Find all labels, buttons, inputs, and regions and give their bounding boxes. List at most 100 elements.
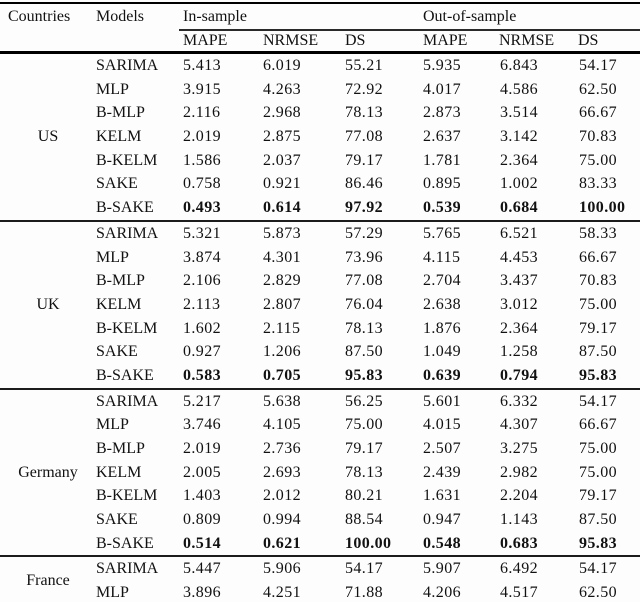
value-cell: 2.037 bbox=[263, 151, 301, 169]
value-cell: 1.403 bbox=[183, 487, 221, 505]
table-row: B-SAKE 0.514 0.621 100.00 0.548 0.683 95.83 bbox=[0, 532, 640, 556]
value-cell: 0.683 bbox=[500, 534, 538, 552]
value-cell: 57.29 bbox=[345, 224, 383, 242]
header-out-of-sample: Out-of-sample bbox=[423, 8, 517, 25]
value-cell: 3.915 bbox=[183, 80, 221, 98]
value-cell: 2.704 bbox=[423, 272, 461, 290]
model-cell: SAKE bbox=[96, 511, 138, 529]
value-cell: 66.67 bbox=[579, 248, 617, 266]
value-cell: 97.92 bbox=[345, 199, 383, 217]
model-cell: MLP bbox=[96, 416, 129, 434]
value-cell: 62.50 bbox=[579, 584, 617, 602]
value-cell: 70.83 bbox=[579, 272, 617, 290]
header-bottom-rule bbox=[0, 51, 640, 54]
value-cell: 1.002 bbox=[500, 175, 538, 193]
value-cell: 4.115 bbox=[423, 248, 461, 266]
model-cell: KELM bbox=[96, 295, 142, 313]
model-cell: B-MLP bbox=[96, 272, 145, 290]
table-body: US SARIMA 5.413 6.019 55.21 5.935 6.843 54.17 ML… bbox=[0, 54, 640, 602]
value-cell: 71.88 bbox=[345, 584, 383, 602]
value-cell: 0.895 bbox=[423, 175, 461, 193]
model-cell: B-KELM bbox=[96, 151, 158, 169]
value-cell: 6.332 bbox=[500, 392, 538, 410]
value-cell: 4.251 bbox=[263, 584, 301, 602]
value-cell: 4.263 bbox=[263, 80, 301, 98]
table-row: SARIMA 5.413 6.019 55.21 5.935 6.843 54.17 bbox=[0, 54, 640, 78]
value-cell: 2.829 bbox=[263, 272, 301, 290]
model-cell: B-KELM bbox=[96, 319, 158, 337]
model-cell: KELM bbox=[96, 463, 142, 481]
model-cell: MLP bbox=[96, 248, 129, 266]
header-in-sample: In-sample bbox=[183, 8, 247, 25]
value-cell: 0.994 bbox=[263, 511, 301, 529]
value-cell: 75.00 bbox=[345, 416, 383, 434]
value-cell: 79.17 bbox=[345, 440, 383, 457]
model-cell: B-MLP bbox=[96, 440, 145, 457]
value-cell: 1.206 bbox=[263, 343, 301, 361]
value-cell: 5.935 bbox=[423, 57, 461, 74]
model-cell: SAKE bbox=[96, 175, 138, 193]
value-cell: 5.638 bbox=[263, 392, 301, 410]
value-cell: 86.46 bbox=[345, 175, 383, 193]
value-cell: 2.693 bbox=[263, 463, 301, 481]
value-cell: 0.794 bbox=[500, 366, 538, 384]
table-row: MLP 3.915 4.263 72.92 4.017 4.586 62.50 bbox=[0, 78, 640, 102]
value-cell: 6.521 bbox=[500, 224, 538, 242]
table-row: SARIMA 5.321 5.873 57.29 5.765 6.521 58.33 bbox=[0, 222, 640, 246]
model-cell: B-SAKE bbox=[96, 534, 154, 552]
value-cell: 2.807 bbox=[263, 295, 301, 313]
subheader-nrmse-out: NRMSE bbox=[499, 32, 555, 49]
value-cell: 2.115 bbox=[263, 319, 301, 337]
value-cell: 79.17 bbox=[579, 319, 617, 337]
value-cell: 75.00 bbox=[579, 463, 617, 481]
model-cell: B-SAKE bbox=[96, 366, 154, 384]
value-cell: 75.00 bbox=[579, 295, 617, 313]
value-cell: 0.684 bbox=[500, 199, 538, 217]
value-cell: 2.204 bbox=[500, 487, 538, 505]
value-cell: 5.907 bbox=[423, 560, 461, 578]
table-row: MLP 3.746 4.105 75.00 4.015 4.307 66.67 bbox=[0, 413, 640, 437]
value-cell: 2.439 bbox=[423, 463, 461, 481]
value-cell: 0.921 bbox=[263, 175, 301, 193]
value-cell: 3.746 bbox=[183, 416, 221, 434]
value-cell: 5.873 bbox=[263, 224, 301, 242]
value-cell: 70.83 bbox=[579, 128, 617, 146]
value-cell: 2.736 bbox=[263, 440, 301, 457]
table-row: B-KELM 1.586 2.037 79.17 1.781 2.364 75.00 bbox=[0, 149, 640, 173]
value-cell: 2.982 bbox=[500, 463, 538, 481]
value-cell: 54.17 bbox=[579, 392, 617, 410]
model-cell: SAKE bbox=[96, 343, 138, 361]
value-cell: 5.413 bbox=[183, 57, 221, 74]
value-cell: 4.517 bbox=[500, 584, 538, 602]
value-cell: 2.116 bbox=[183, 104, 221, 122]
table-row: B-MLP 2.019 2.736 79.17 2.507 3.275 75.00 bbox=[0, 437, 640, 461]
value-cell: 95.83 bbox=[579, 366, 617, 384]
value-cell: 4.586 bbox=[500, 80, 538, 98]
country-block-germany: Germany SARIMA 5.217 5.638 56.25 5.601 6.332 54… bbox=[0, 390, 640, 558]
value-cell: 1.602 bbox=[183, 319, 221, 337]
model-cell: MLP bbox=[96, 584, 129, 602]
value-cell: 2.106 bbox=[183, 272, 221, 290]
value-cell: 2.875 bbox=[263, 128, 301, 146]
value-cell: 4.307 bbox=[500, 416, 538, 434]
table-row: KELM 2.005 2.693 78.13 2.439 2.982 75.00 bbox=[0, 461, 640, 485]
value-cell: 2.507 bbox=[423, 440, 461, 457]
value-cell: 5.906 bbox=[263, 560, 301, 578]
value-cell: 95.83 bbox=[345, 366, 383, 384]
value-cell: 0.639 bbox=[423, 366, 461, 384]
value-cell: 1.631 bbox=[423, 487, 461, 505]
value-cell: 2.019 bbox=[183, 128, 221, 146]
value-cell: 54.17 bbox=[579, 57, 617, 74]
table-top-rule bbox=[0, 2, 640, 4]
value-cell: 1.049 bbox=[423, 343, 461, 361]
model-cell: SARIMA bbox=[96, 560, 159, 578]
value-cell: 1.258 bbox=[500, 343, 538, 361]
group-header-rule bbox=[179, 29, 640, 31]
value-cell: 73.96 bbox=[345, 248, 383, 266]
value-cell: 62.50 bbox=[579, 80, 617, 98]
value-cell: 0.705 bbox=[263, 366, 301, 384]
value-cell: 58.33 bbox=[579, 224, 617, 242]
value-cell: 4.105 bbox=[263, 416, 301, 434]
value-cell: 2.364 bbox=[500, 319, 538, 337]
model-cell: B-KELM bbox=[96, 487, 158, 505]
